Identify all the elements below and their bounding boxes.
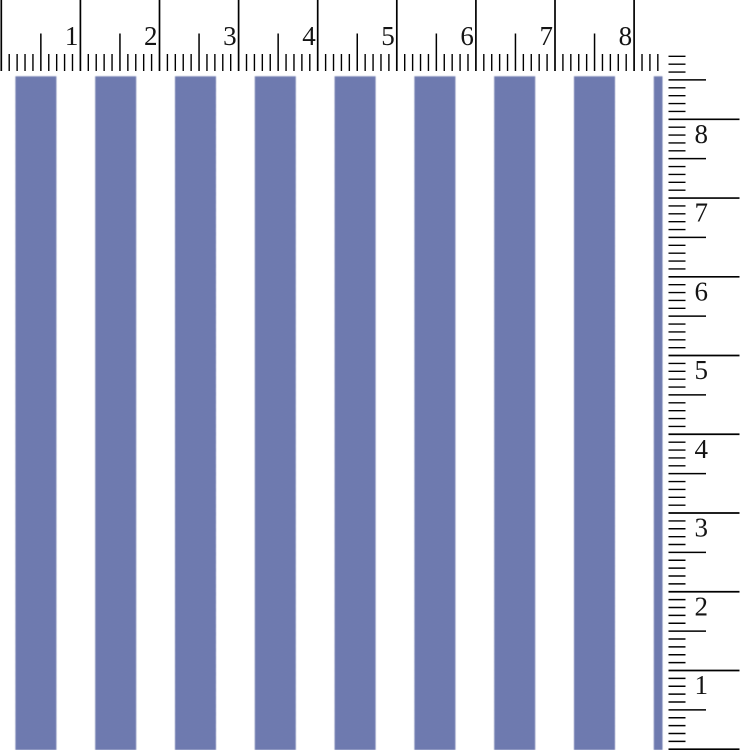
- svg-text:7: 7: [695, 198, 709, 228]
- svg-text:8: 8: [695, 119, 709, 149]
- svg-text:4: 4: [302, 21, 316, 51]
- svg-text:5: 5: [695, 355, 709, 385]
- svg-text:8: 8: [619, 21, 633, 51]
- svg-text:6: 6: [460, 21, 474, 51]
- svg-text:1: 1: [695, 670, 709, 700]
- svg-text:2: 2: [144, 21, 158, 51]
- svg-text:1: 1: [65, 21, 79, 51]
- svg-text:2: 2: [695, 591, 709, 621]
- svg-text:6: 6: [695, 276, 709, 306]
- svg-text:5: 5: [381, 21, 395, 51]
- svg-text:3: 3: [695, 513, 709, 543]
- svg-text:4: 4: [695, 434, 709, 464]
- svg-text:7: 7: [540, 21, 554, 51]
- svg-text:3: 3: [223, 21, 237, 51]
